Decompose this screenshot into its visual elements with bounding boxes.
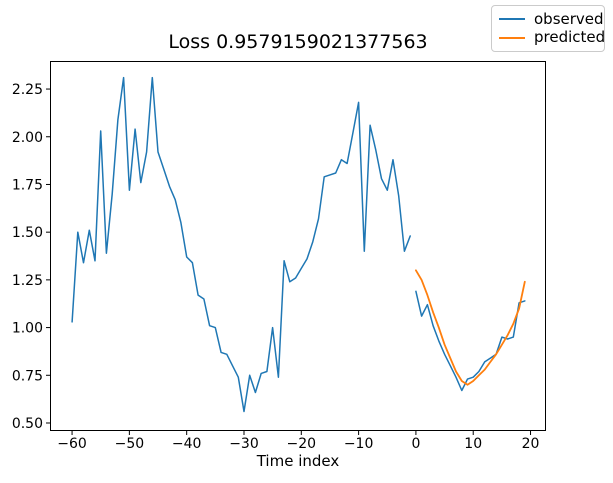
legend-item-predicted: predicted	[499, 30, 605, 45]
legend-item-observed: observed	[499, 11, 604, 27]
y-tick-label: 1.50	[12, 225, 43, 241]
predicted-line	[414, 269, 526, 386]
x-tick-label: 20	[522, 436, 540, 452]
y-tick-label: 0.50	[12, 416, 43, 432]
y-tick-label: 2.00	[12, 130, 43, 146]
x-tick-label: −20	[287, 436, 317, 452]
x-tick-label: −60	[57, 436, 87, 452]
x-tick-label: 10	[464, 436, 482, 452]
legend-label-observed: observed	[534, 9, 604, 28]
legend-swatch-observed	[499, 18, 525, 21]
plot-spines	[50, 61, 546, 431]
x-tick-label: −30	[229, 436, 259, 452]
y-tick-label: 2.25	[12, 82, 43, 98]
x-axis-label: Time index	[256, 452, 340, 470]
observed-line-segment-1	[71, 76, 411, 413]
x-tick-label: 0	[411, 436, 420, 452]
y-tick-label: 1.75	[12, 177, 43, 193]
observed-line-segment-2	[415, 290, 526, 392]
x-tick-label: −10	[344, 436, 374, 452]
legend-label-predicted: predicted	[534, 28, 606, 47]
x-tick-label: −50	[115, 436, 145, 452]
y-tick-label: 0.75	[12, 368, 43, 384]
chart-title: Loss 0.9579159021377563	[168, 31, 428, 53]
y-tick-label: 1.00	[12, 321, 43, 337]
legend: observed predicted	[491, 5, 605, 52]
y-tick-label: 1.25	[12, 273, 43, 289]
legend-swatch-predicted	[499, 36, 525, 39]
x-tick-label: −40	[172, 436, 202, 452]
